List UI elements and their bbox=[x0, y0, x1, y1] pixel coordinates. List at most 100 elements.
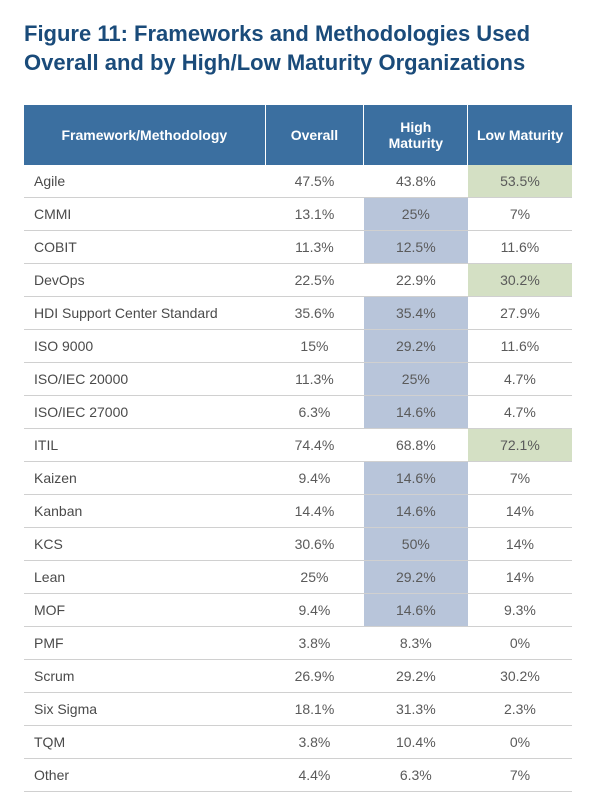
cell-low-maturity: 27.9% bbox=[468, 297, 572, 330]
table-header-row: Framework/Methodology Overall High Matur… bbox=[24, 105, 572, 165]
table-row: MOF9.4%14.6%9.3% bbox=[24, 594, 572, 627]
cell-low-maturity: 53.5% bbox=[468, 165, 572, 198]
table-row: Other4.4%6.3%7% bbox=[24, 759, 572, 792]
cell-framework: Agile bbox=[24, 165, 265, 198]
cell-high-maturity: 68.8% bbox=[364, 429, 468, 462]
cell-high-maturity: 22.9% bbox=[364, 264, 468, 297]
cell-overall: 26.9% bbox=[265, 660, 364, 693]
cell-low-maturity: 7% bbox=[468, 462, 572, 495]
cell-low-maturity: 72.1% bbox=[468, 429, 572, 462]
cell-high-maturity: 10.4% bbox=[364, 726, 468, 759]
cell-overall: 11.3% bbox=[265, 231, 364, 264]
cell-low-maturity: 0% bbox=[468, 726, 572, 759]
cell-framework: Six Sigma bbox=[24, 693, 265, 726]
cell-low-maturity: 14% bbox=[468, 528, 572, 561]
cell-low-maturity: 11.6% bbox=[468, 231, 572, 264]
cell-overall: 6.3% bbox=[265, 396, 364, 429]
cell-high-maturity: 35.4% bbox=[364, 297, 468, 330]
cell-low-maturity: 7% bbox=[468, 198, 572, 231]
cell-overall: 18.1% bbox=[265, 693, 364, 726]
cell-low-maturity: 14% bbox=[468, 495, 572, 528]
cell-high-maturity: 12.5% bbox=[364, 231, 468, 264]
table-row: HDI Support Center Standard35.6%35.4%27.… bbox=[24, 297, 572, 330]
cell-low-maturity: 0% bbox=[468, 627, 572, 660]
cell-high-maturity: 29.2% bbox=[364, 561, 468, 594]
cell-framework: ISO/IEC 20000 bbox=[24, 363, 265, 396]
cell-high-maturity: 8.3% bbox=[364, 627, 468, 660]
cell-high-maturity: 25% bbox=[364, 363, 468, 396]
table-row: Lean25%29.2%14% bbox=[24, 561, 572, 594]
table-row: KCS30.6%50%14% bbox=[24, 528, 572, 561]
cell-framework: DevOps bbox=[24, 264, 265, 297]
cell-overall: 35.6% bbox=[265, 297, 364, 330]
table-row: PMF3.8%8.3%0% bbox=[24, 627, 572, 660]
cell-high-maturity: 14.6% bbox=[364, 462, 468, 495]
table-row: DevOps22.5%22.9%30.2% bbox=[24, 264, 572, 297]
cell-framework: Lean bbox=[24, 561, 265, 594]
cell-framework: Kaizen bbox=[24, 462, 265, 495]
cell-low-maturity: 14% bbox=[468, 561, 572, 594]
cell-low-maturity: 9.3% bbox=[468, 594, 572, 627]
cell-framework: ITIL bbox=[24, 429, 265, 462]
cell-framework: MOF bbox=[24, 594, 265, 627]
cell-framework: HDI Support Center Standard bbox=[24, 297, 265, 330]
cell-overall: 30.6% bbox=[265, 528, 364, 561]
table-row: Six Sigma18.1%31.3%2.3% bbox=[24, 693, 572, 726]
cell-framework: Kanban bbox=[24, 495, 265, 528]
cell-overall: 9.4% bbox=[265, 462, 364, 495]
table-row: ISO/IEC 2000011.3%25%4.7% bbox=[24, 363, 572, 396]
cell-overall: 13.1% bbox=[265, 198, 364, 231]
table-row: Kanban14.4%14.6%14% bbox=[24, 495, 572, 528]
cell-high-maturity: 25% bbox=[364, 198, 468, 231]
cell-high-maturity: 14.6% bbox=[364, 495, 468, 528]
table-row: Agile47.5%43.8%53.5% bbox=[24, 165, 572, 198]
cell-overall: 11.3% bbox=[265, 363, 364, 396]
cell-high-maturity: 29.2% bbox=[364, 330, 468, 363]
table-row: ISO 900015%29.2%11.6% bbox=[24, 330, 572, 363]
cell-overall: 14.4% bbox=[265, 495, 364, 528]
table-row: Scrum26.9%29.2%30.2% bbox=[24, 660, 572, 693]
cell-framework: TQM bbox=[24, 726, 265, 759]
cell-low-maturity: 7% bbox=[468, 759, 572, 792]
table-row: ISO/IEC 270006.3%14.6%4.7% bbox=[24, 396, 572, 429]
frameworks-table: Framework/Methodology Overall High Matur… bbox=[24, 105, 572, 792]
cell-overall: 3.8% bbox=[265, 627, 364, 660]
cell-low-maturity: 4.7% bbox=[468, 363, 572, 396]
cell-low-maturity: 30.2% bbox=[468, 264, 572, 297]
cell-overall: 9.4% bbox=[265, 594, 364, 627]
cell-framework: ISO/IEC 27000 bbox=[24, 396, 265, 429]
cell-overall: 47.5% bbox=[265, 165, 364, 198]
col-framework: Framework/Methodology bbox=[24, 105, 265, 165]
cell-framework: CMMI bbox=[24, 198, 265, 231]
cell-framework: COBIT bbox=[24, 231, 265, 264]
cell-overall: 22.5% bbox=[265, 264, 364, 297]
cell-high-maturity: 6.3% bbox=[364, 759, 468, 792]
cell-high-maturity: 43.8% bbox=[364, 165, 468, 198]
table-row: ITIL74.4%68.8%72.1% bbox=[24, 429, 572, 462]
cell-low-maturity: 4.7% bbox=[468, 396, 572, 429]
cell-framework: KCS bbox=[24, 528, 265, 561]
cell-low-maturity: 2.3% bbox=[468, 693, 572, 726]
cell-high-maturity: 50% bbox=[364, 528, 468, 561]
cell-overall: 74.4% bbox=[265, 429, 364, 462]
col-overall: Overall bbox=[265, 105, 364, 165]
cell-framework: PMF bbox=[24, 627, 265, 660]
cell-high-maturity: 14.6% bbox=[364, 594, 468, 627]
cell-overall: 3.8% bbox=[265, 726, 364, 759]
col-high-maturity: High Maturity bbox=[364, 105, 468, 165]
table-row: CMMI13.1%25%7% bbox=[24, 198, 572, 231]
table-row: COBIT11.3%12.5%11.6% bbox=[24, 231, 572, 264]
cell-high-maturity: 31.3% bbox=[364, 693, 468, 726]
cell-framework: Scrum bbox=[24, 660, 265, 693]
cell-overall: 25% bbox=[265, 561, 364, 594]
figure-title: Figure 11: Frameworks and Methodologies … bbox=[24, 20, 572, 77]
cell-overall: 15% bbox=[265, 330, 364, 363]
col-low-maturity: Low Maturity bbox=[468, 105, 572, 165]
cell-low-maturity: 30.2% bbox=[468, 660, 572, 693]
table-row: TQM3.8%10.4%0% bbox=[24, 726, 572, 759]
cell-high-maturity: 14.6% bbox=[364, 396, 468, 429]
cell-overall: 4.4% bbox=[265, 759, 364, 792]
cell-framework: ISO 9000 bbox=[24, 330, 265, 363]
cell-low-maturity: 11.6% bbox=[468, 330, 572, 363]
table-row: Kaizen9.4%14.6%7% bbox=[24, 462, 572, 495]
